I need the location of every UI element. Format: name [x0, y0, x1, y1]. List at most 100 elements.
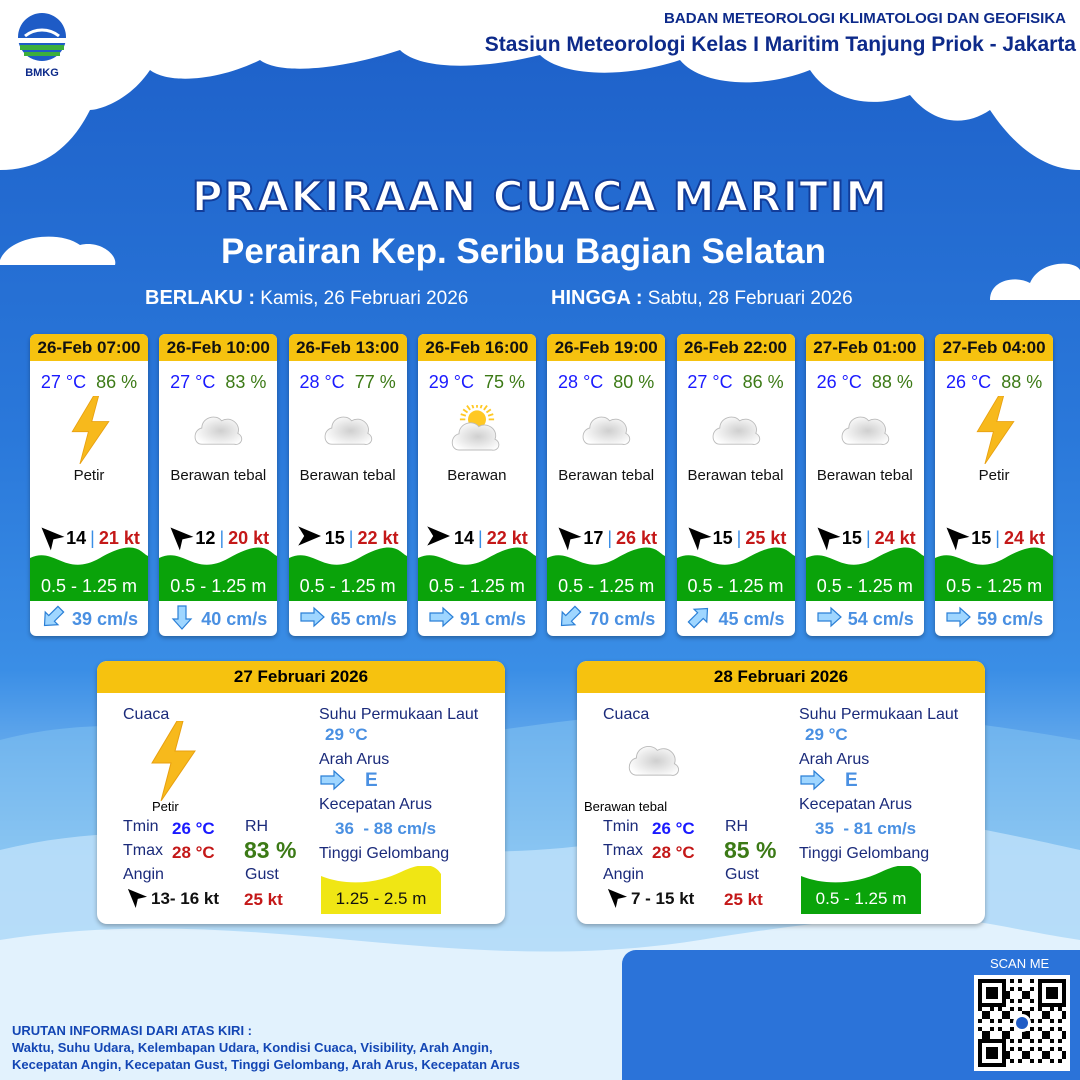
current-direction-value: E [845, 770, 858, 791]
cloud-icon [806, 395, 924, 465]
gust-speed: 21 kt [98, 528, 140, 548]
logo-text: BMKG [25, 67, 59, 79]
current-direction-label: Arah Arus [799, 751, 870, 768]
current-speed: 40 cm/s [201, 609, 268, 629]
sst-value: 29 °C [805, 725, 848, 744]
page-title: PRAKIRAAN CUACA MARITIM [191, 171, 889, 222]
sst-label: Suhu Permukaan Laut [319, 706, 479, 723]
weather-condition: Berawan tebal [687, 467, 784, 484]
forecast-card: 26-Feb 16:00 29 °C 75 % Berawan 14 | 22 kt … [417, 334, 536, 636]
gust-label: Gust [725, 866, 759, 883]
current-direction-icon [299, 606, 325, 633]
gust-label: Gust [245, 866, 279, 883]
separator: | [219, 528, 225, 548]
tmin-label: Tmin [123, 818, 159, 835]
current-speed-label: Kecepatan Arus [799, 796, 912, 813]
rh-value: 85 % [724, 837, 777, 863]
wave-shape [30, 547, 148, 601]
gust-speed: 22 kt [486, 528, 528, 548]
air-temp: 26 °C [945, 372, 992, 392]
sst-value: 29 °C [325, 725, 368, 744]
weather-condition: Berawan [447, 467, 507, 484]
wind-label: Angin [123, 866, 164, 883]
forecast-card: 26-Feb 19:00 28 °C 80 % Berawan tebal 17 |… [547, 334, 666, 636]
wind-speed: 14 [66, 528, 87, 548]
agency-name: BADAN METEOROLOGI KLIMATOLOGI DAN GEOFIS… [664, 10, 1066, 27]
current-direction-value: E [365, 770, 378, 791]
gust-speed: 22 kt [357, 528, 399, 548]
wind-speed: 15 [971, 528, 992, 548]
gust-value: 25 kt [244, 890, 283, 909]
bmkg-logo: BMKG [14, 12, 70, 79]
cloud-icon [625, 739, 682, 786]
wind-speed: 14 [454, 528, 475, 548]
rh-label: RH [725, 818, 749, 835]
sst-label: Suhu Permukaan Laut [799, 706, 959, 723]
wave-shape [417, 547, 536, 601]
qr-code[interactable] [974, 975, 1070, 1071]
tmax-label: Tmax [603, 842, 643, 859]
weather-condition: Petir [978, 467, 1010, 484]
air-temp: 28 °C [299, 372, 345, 392]
wave-height: 0.5 - 1.25 m [816, 576, 913, 596]
wave-shape [547, 547, 666, 601]
wind-speed: 12 [195, 528, 216, 548]
current-direction-icon [169, 605, 195, 633]
humidity: 86 % [742, 372, 784, 392]
weather-condition: Petir [152, 799, 179, 814]
weather-condition: Berawan tebal [558, 467, 655, 484]
separator: | [865, 528, 871, 548]
forecast-card: 26-Feb 07:00 27 °C 86 % Petir 14 | 21 kt 0.… [30, 334, 148, 636]
wave-shape [288, 547, 407, 601]
current-speed: 91 cm/s [459, 609, 526, 629]
air-temp: 29 °C [428, 372, 474, 392]
current-direction-label: Arah Arus [319, 751, 390, 768]
current-speed: 45 cm/s [718, 609, 785, 629]
scan-label: SCAN ME [990, 956, 1050, 971]
lightning-icon [147, 720, 197, 806]
gust-speed: 26 kt [616, 528, 658, 548]
humidity: 86 % [96, 372, 138, 392]
wave-label: Tinggi Gelombang [799, 845, 930, 862]
wind-speed: 15 [324, 528, 345, 548]
tmax-value: 28 °C [652, 843, 695, 862]
separator: | [478, 528, 483, 548]
partly-cloudy-icon [418, 395, 536, 465]
separator: | [736, 528, 742, 548]
top-clouds [0, 0, 1080, 170]
wave-shape [159, 547, 278, 601]
bmkg-logo-icon [18, 13, 66, 61]
tmax-label: Tmax [123, 842, 163, 859]
lightning-icon [935, 395, 1053, 465]
separator: | [348, 528, 354, 548]
tmin-label: Tmin [603, 818, 639, 835]
forecast-time: 26-Feb 10:00 [159, 334, 278, 361]
air-temp: 28 °C [558, 372, 604, 392]
cloud-right [990, 263, 1080, 300]
forecast-card: 27-Feb 01:00 26 °C 88 % Berawan tebal 15 |… [805, 334, 924, 636]
wind-direction-icon [125, 886, 148, 911]
wave-height: 0.5 - 1.25 m [558, 576, 655, 596]
cloud-icon [677, 395, 795, 465]
wind-speed: 15 [841, 528, 862, 548]
wind-label: Angin [603, 866, 644, 883]
air-temp: 26 °C [816, 372, 862, 392]
wind-direction-icon [605, 886, 628, 911]
separator: | [90, 528, 95, 548]
daily-date: 27 Februari 2026 [97, 661, 505, 693]
humidity: 75 % [483, 372, 526, 392]
humidity: 77 % [354, 372, 396, 392]
lightning-icon [30, 395, 148, 465]
wind-range: 7 - 15 kt [631, 888, 695, 908]
humidity: 80 % [613, 372, 655, 392]
valid-from-label: BERLAKU : [145, 287, 255, 309]
air-temp: 27 °C [40, 372, 87, 392]
air-temp: 27 °C [170, 372, 216, 392]
cloud-icon [547, 395, 665, 465]
forecast-time: 27-Feb 04:00 [935, 334, 1054, 361]
current-speed: 65 cm/s [330, 609, 397, 629]
valid-from: BERLAKU : Kamis, 26 Februari 2026 [145, 287, 468, 310]
forecast-time: 26-Feb 07:00 [30, 334, 148, 361]
weather-condition: Berawan tebal [170, 467, 267, 484]
daily-panel: 27 Februari 2026 Cuaca Petir Tmin 26 °C … [97, 661, 505, 924]
